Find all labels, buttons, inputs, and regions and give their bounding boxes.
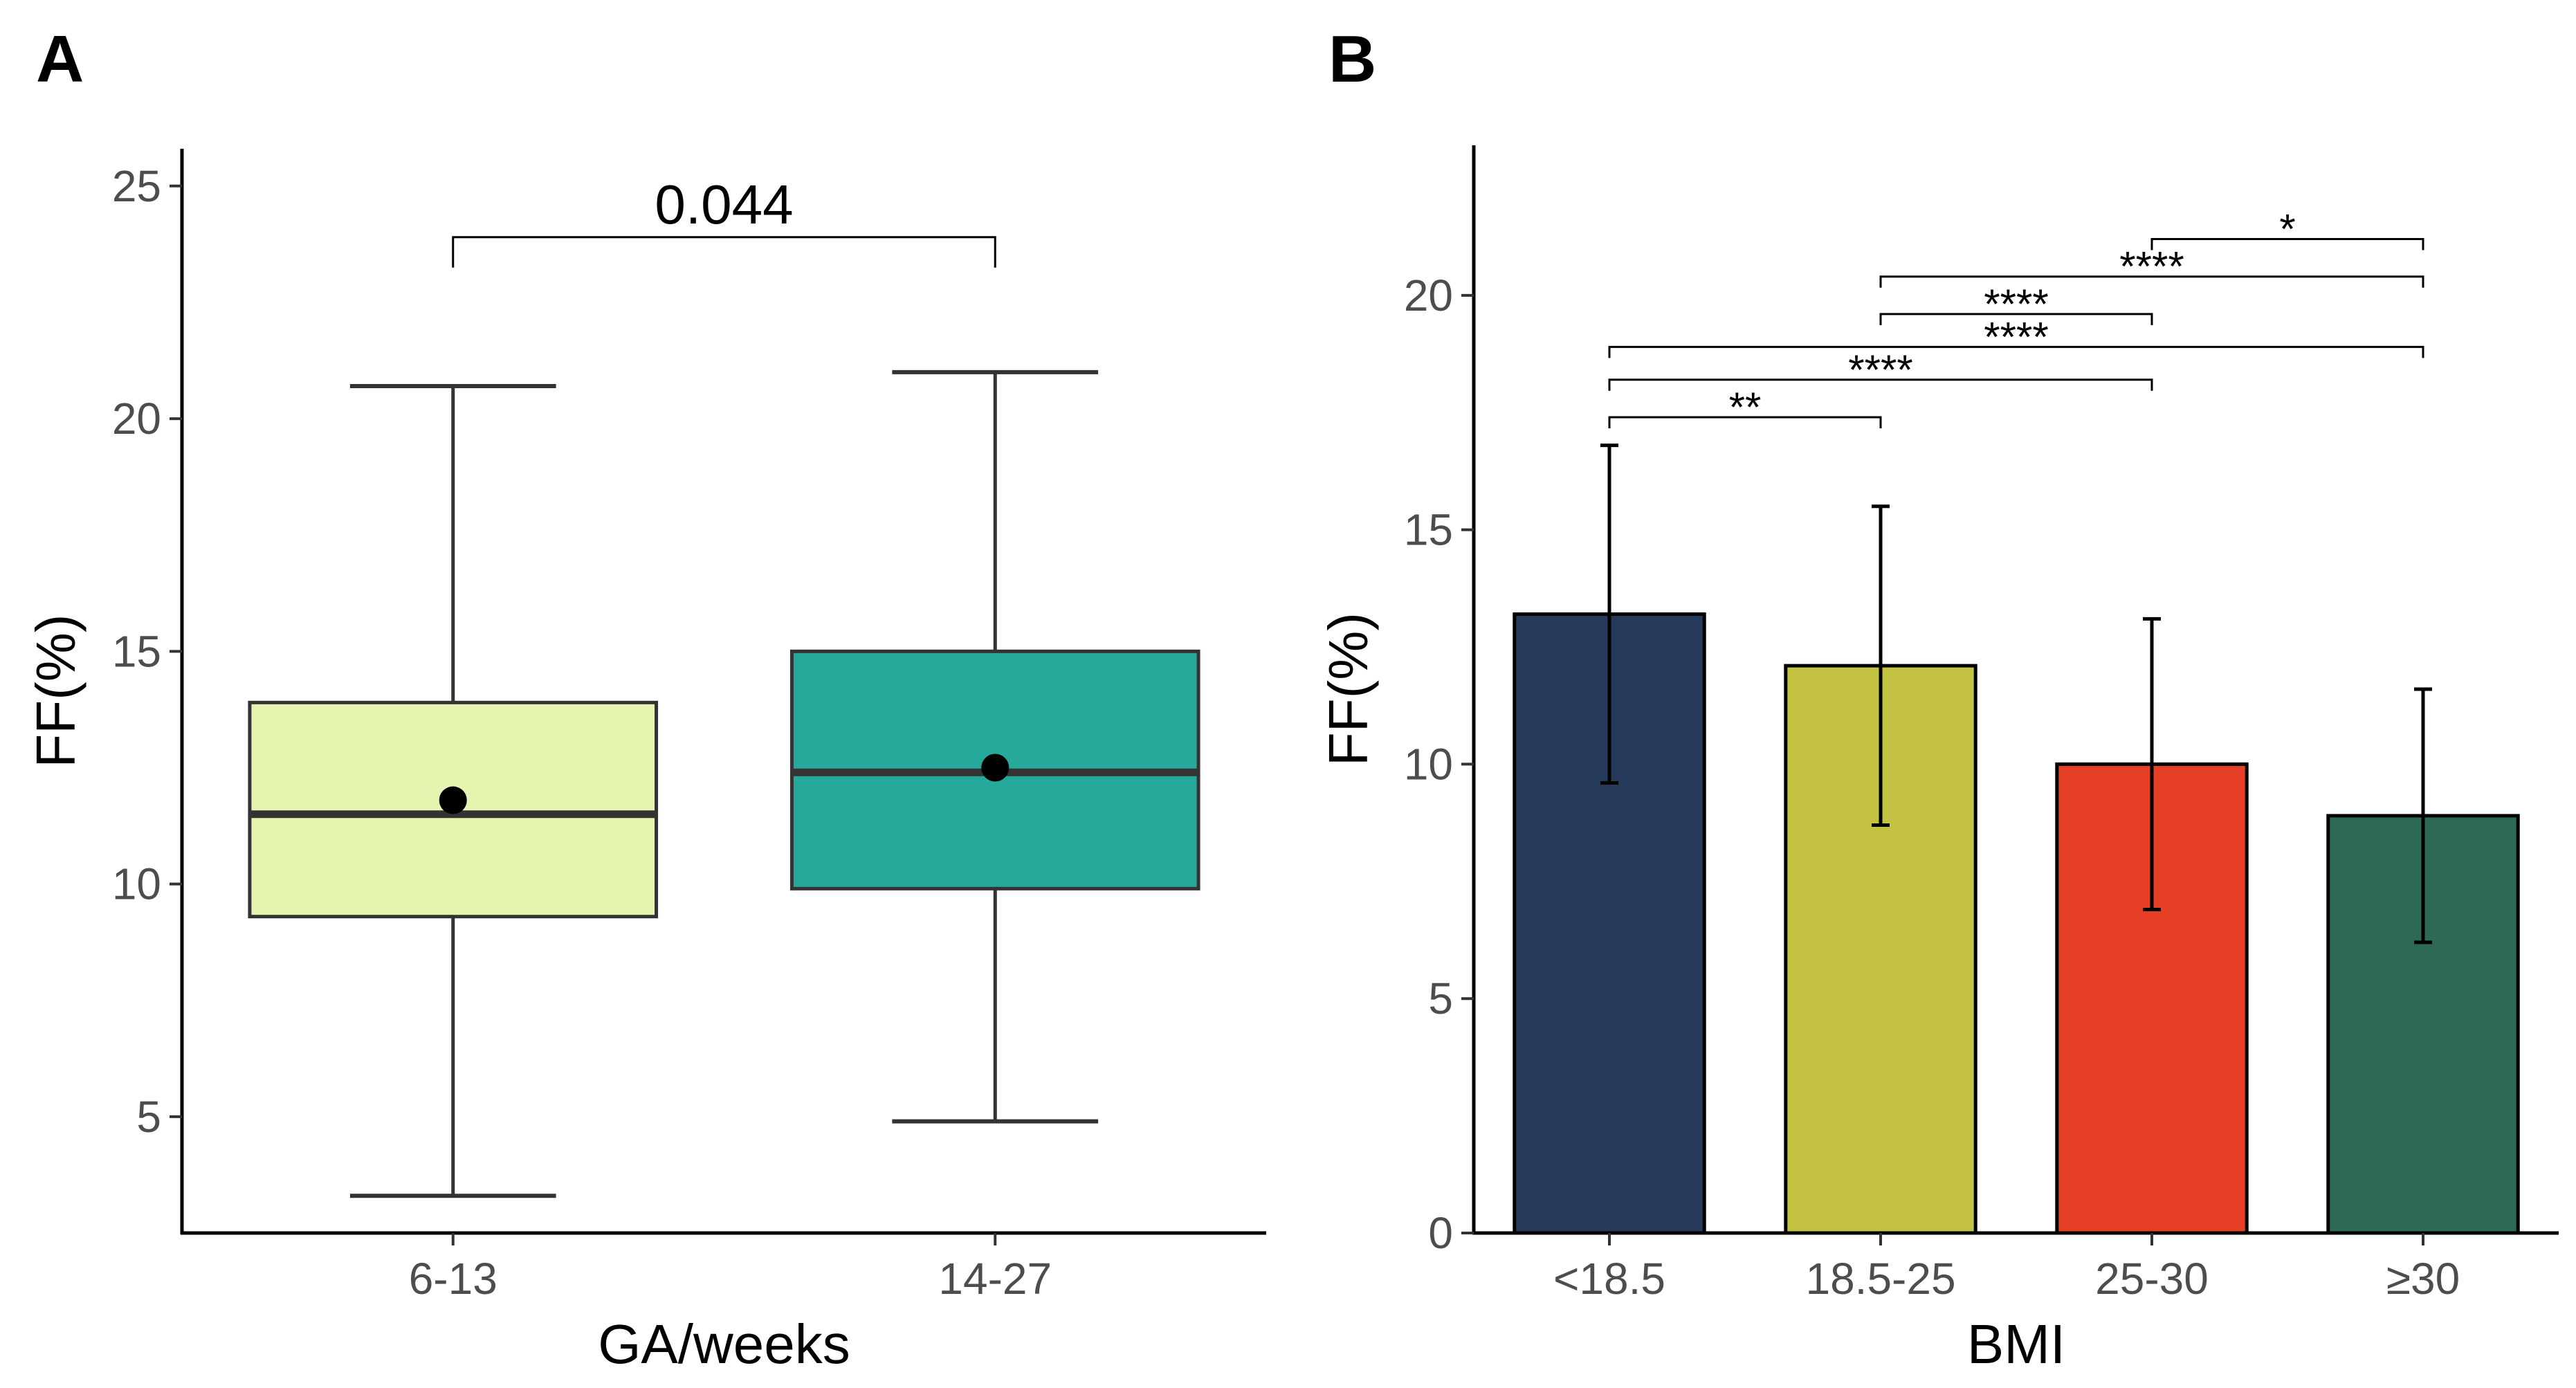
- panel-b-letter: B: [1328, 22, 1376, 96]
- significance-label: ****: [1984, 281, 2048, 327]
- p-value-label: 0.044: [655, 174, 793, 235]
- y-ticks-b: 0 5 10 15 20: [1404, 271, 1474, 1258]
- significance-bracket: [1608, 345, 2424, 358]
- error-bars: [1600, 444, 2432, 944]
- significance-bracket: [1608, 378, 2153, 391]
- significance-label: ****: [1848, 347, 1912, 393]
- x-axis-title-b: BMI: [1967, 1313, 2065, 1375]
- significance-brackets-a: 0.044: [452, 174, 996, 268]
- significance-label: ****: [2119, 244, 2184, 290]
- y-ticks-a: 5 10 15 20 25: [112, 161, 182, 1142]
- x-tick-label: 18.5-25: [1805, 1254, 1955, 1304]
- bars: [1513, 612, 2520, 1235]
- y-tick-label: 15: [112, 626, 161, 676]
- y-tick-label: 15: [1404, 505, 1453, 555]
- y-tick-label: 25: [112, 161, 161, 211]
- significance-brackets-b: *******************: [1608, 206, 2424, 430]
- x-tick-label: 25-30: [2095, 1254, 2209, 1304]
- significance-bracket: [452, 236, 996, 268]
- y-tick-label: 20: [112, 394, 161, 444]
- panel-a-letter: A: [36, 22, 84, 96]
- y-tick-label: 10: [1404, 739, 1453, 789]
- y-tick-label: 20: [1404, 271, 1453, 320]
- significance-label: *: [2279, 206, 2295, 253]
- x-tick-label: ≥30: [2386, 1254, 2460, 1304]
- x-ticks-b: <18.5 18.5-25 25-30 ≥30: [1553, 1233, 2460, 1304]
- significance-bracket: [2150, 238, 2424, 250]
- x-axis-title-a: GA/weeks: [598, 1313, 850, 1375]
- significance-bracket: [1608, 416, 1882, 428]
- significance-label: ****: [1984, 313, 2048, 360]
- box-mean-point: [981, 754, 1010, 782]
- x-tick-label: 6-13: [409, 1254, 497, 1304]
- y-axis-title-a: FF(%): [25, 614, 86, 767]
- y-tick-label: 5: [1428, 974, 1453, 1023]
- significance-label: **: [1729, 384, 1762, 430]
- y-tick-label: 10: [112, 859, 161, 909]
- panel-a: A 0.044 5 10 15 20 25 6-13 14-27 GA/weeks FF(…: [25, 22, 1266, 1375]
- box-mean-point: [439, 786, 467, 814]
- x-tick-label: 14-27: [938, 1254, 1052, 1304]
- y-axis-title-b: FF(%): [1317, 612, 1379, 766]
- significance-bracket: [1879, 313, 2153, 325]
- x-tick-label: <18.5: [1553, 1254, 1665, 1304]
- y-tick-label: 0: [1428, 1208, 1453, 1258]
- significance-bracket: [1879, 275, 2424, 288]
- box-plots: [248, 369, 1200, 1198]
- x-ticks-a: 6-13 14-27: [409, 1233, 1052, 1304]
- y-tick-label: 5: [136, 1092, 161, 1142]
